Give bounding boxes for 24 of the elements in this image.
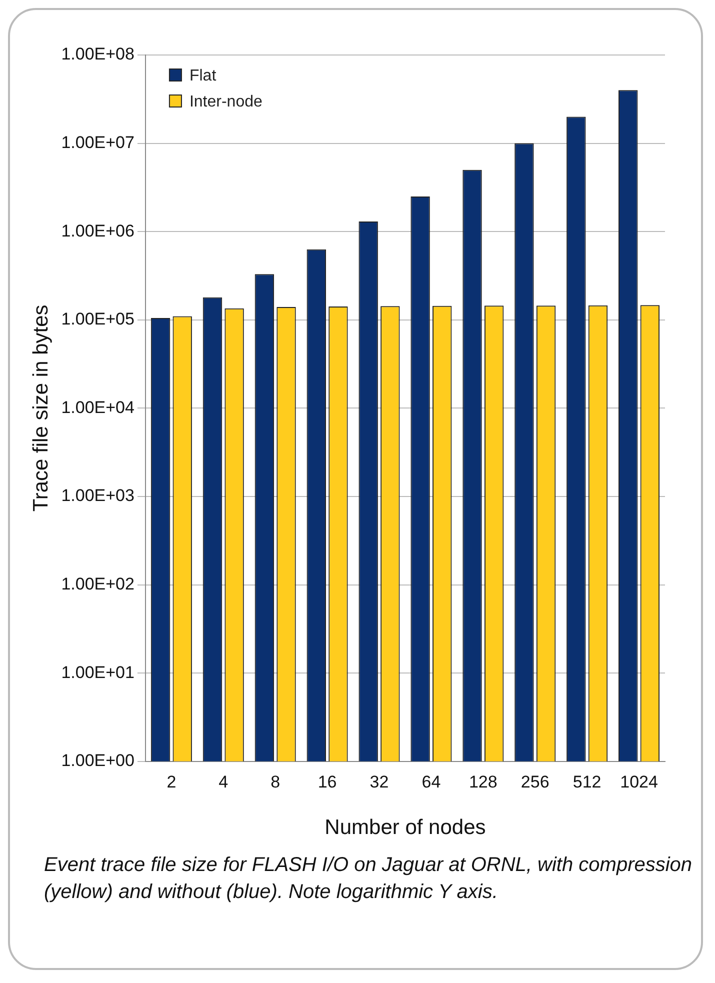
y-tick-label: 1.00E+08 <box>61 44 134 64</box>
y-tick-label: 1.00E+05 <box>61 310 134 329</box>
x-tick-label: 32 <box>370 772 389 792</box>
y-tick-label: 1.00E+07 <box>61 132 134 152</box>
x-tick-label: 8 <box>270 772 280 792</box>
x-tick-label: 512 <box>572 772 602 792</box>
y-axis-title: Trace file size in bytes <box>29 304 52 512</box>
y-tick-label: 1.00E+06 <box>61 221 134 240</box>
text: Event trace file size for FLASH I/O on Jaguar at ORNL, with compression (yellow) and without (blue). Note logarithmic Y axis. <box>44 853 694 905</box>
x-tick-label: 4 <box>218 772 228 792</box>
x-tick-label: 1024 <box>620 772 658 792</box>
y-tick-label: 1.00E+01 <box>61 662 134 682</box>
x-tick-label: 128 <box>468 772 498 792</box>
legend-label: Inter-node <box>189 93 262 110</box>
x-axis-title: Number of nodes <box>324 816 486 840</box>
x-tick-label: 16 <box>318 772 337 792</box>
y-tick-label: 1.00E+00 <box>61 751 134 770</box>
x-tick-label: 256 <box>520 772 550 792</box>
x-tick-label: 2 <box>166 772 176 792</box>
x-tick-label: 64 <box>422 772 441 792</box>
y-tick-label: 1.00E+02 <box>61 574 134 594</box>
legend-label: Flat <box>189 67 217 84</box>
y-tick-label: 1.00E+03 <box>61 486 134 506</box>
y-tick-label: 1.00E+04 <box>61 398 134 417</box>
